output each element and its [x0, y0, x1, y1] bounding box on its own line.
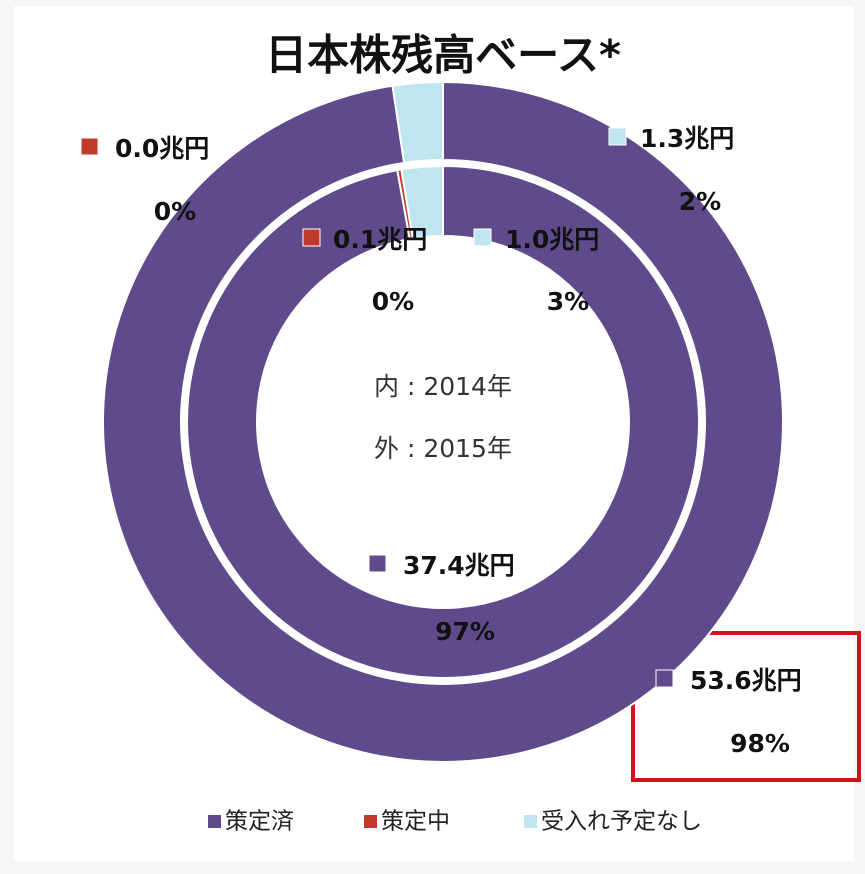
percent-label: 3% [547, 287, 589, 316]
center-label: 内 : 2014年 [374, 372, 512, 401]
legend-swatch [524, 815, 537, 828]
legend-label: 策定済 [225, 809, 294, 835]
label-marker [368, 554, 387, 573]
legend-label: 策定中 [381, 809, 450, 835]
center-label: 外 : 2015年 [374, 434, 512, 463]
percent-label: 0% [372, 287, 414, 316]
value-label: 1.0兆円 [505, 225, 599, 254]
value-label: 37.4兆円 [403, 551, 515, 580]
donut-slice [391, 80, 444, 165]
highlight-box [631, 631, 861, 782]
percent-label: 97% [435, 617, 495, 646]
legend-label: 受入れ予定なし [541, 809, 702, 835]
percent-label: 0% [154, 197, 196, 226]
donut-slice [186, 164, 700, 679]
label-marker [80, 137, 99, 156]
chart-title: 日本株残高ベース* [265, 31, 621, 80]
label-marker [608, 127, 627, 146]
label-marker [302, 228, 321, 247]
label-marker [655, 669, 674, 688]
legend-swatch [364, 815, 377, 828]
legend-swatch [208, 815, 221, 828]
value-label: 0.1兆円 [333, 225, 427, 254]
value-label: 53.6兆円 [690, 666, 802, 695]
percent-label: 98% [730, 729, 790, 758]
percent-label: 2% [679, 187, 721, 216]
value-label: 1.3兆円 [640, 124, 734, 153]
donut-slice [400, 164, 444, 240]
donut-slice [102, 80, 784, 763]
value-label: 0.0兆円 [115, 134, 209, 163]
label-marker [473, 228, 492, 247]
